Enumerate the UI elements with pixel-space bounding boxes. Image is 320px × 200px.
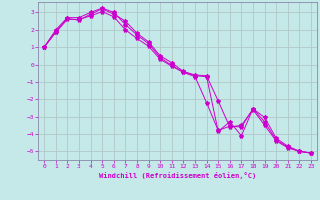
X-axis label: Windchill (Refroidissement éolien,°C): Windchill (Refroidissement éolien,°C)	[99, 172, 256, 179]
